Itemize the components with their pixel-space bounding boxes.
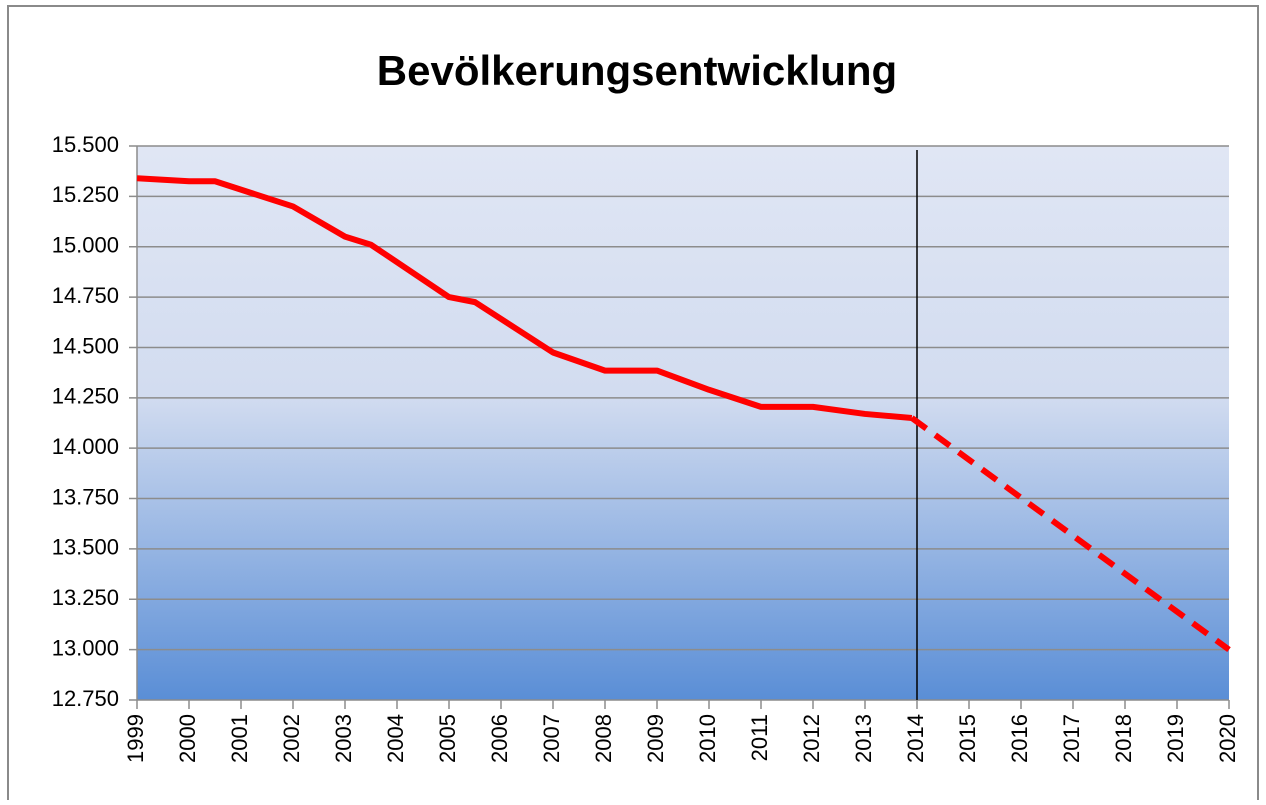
y-tick-label: 14.500 bbox=[52, 333, 119, 358]
y-tick-label: 14.750 bbox=[52, 283, 119, 308]
x-tick-label: 2014 bbox=[903, 714, 928, 763]
y-tick-label: 15.500 bbox=[52, 132, 119, 157]
plot-area bbox=[137, 146, 1229, 700]
x-tick-label: 2000 bbox=[175, 714, 200, 763]
y-tick-label: 13.250 bbox=[52, 585, 119, 610]
data-line bbox=[136, 175, 913, 421]
y-tick-label: 14.000 bbox=[52, 434, 119, 459]
x-tick-label: 2020 bbox=[1215, 714, 1240, 763]
x-tick-label: 2009 bbox=[643, 714, 668, 763]
x-tick-label: 2008 bbox=[591, 714, 616, 763]
y-tick-label: 13.500 bbox=[52, 535, 119, 560]
x-tick-label: 2015 bbox=[955, 714, 980, 763]
x-tick-label: 2010 bbox=[695, 714, 720, 763]
x-tick-label: 2017 bbox=[1059, 714, 1084, 763]
y-tick-label: 15.250 bbox=[52, 182, 119, 207]
x-tick-label: 2011 bbox=[747, 714, 772, 761]
x-tick-label: 2005 bbox=[435, 714, 460, 763]
y-tick-label: 14.250 bbox=[52, 384, 119, 409]
y-tick-label: 15.000 bbox=[52, 233, 119, 258]
x-tick-label: 2012 bbox=[799, 714, 824, 763]
y-tick-label: 13.750 bbox=[52, 484, 119, 509]
x-tick-label: 2018 bbox=[1111, 714, 1136, 763]
x-tick-label: 2006 bbox=[487, 714, 512, 763]
x-tick-label: 2016 bbox=[1007, 714, 1032, 763]
y-tick-label: 12.750 bbox=[52, 686, 119, 711]
x-tick-label: 1999 bbox=[123, 714, 148, 763]
data-line bbox=[910, 415, 1231, 653]
x-tick-label: 2013 bbox=[851, 714, 876, 763]
x-tick-label: 2003 bbox=[331, 714, 356, 763]
x-tick-label: 2019 bbox=[1163, 714, 1188, 763]
x-tick-label: 2004 bbox=[383, 714, 408, 763]
y-tick-label: 13.000 bbox=[52, 635, 119, 660]
x-tick-label: 2007 bbox=[539, 714, 564, 763]
x-tick-label: 2002 bbox=[279, 714, 304, 763]
x-tick-label: 2001 bbox=[227, 714, 252, 763]
chart-title: Bevölkerungsentwicklung bbox=[377, 47, 897, 94]
